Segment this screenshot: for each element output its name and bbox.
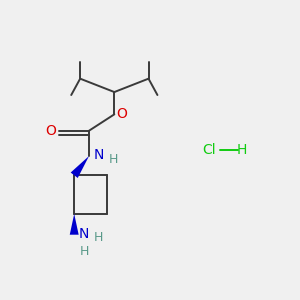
- Text: H: H: [79, 244, 89, 258]
- Text: N: N: [94, 148, 104, 162]
- Polygon shape: [70, 214, 79, 235]
- Polygon shape: [71, 156, 89, 178]
- Text: H: H: [237, 143, 247, 157]
- Text: O: O: [116, 107, 127, 121]
- Text: N: N: [79, 227, 89, 241]
- Text: O: O: [46, 124, 56, 138]
- Text: Cl: Cl: [202, 143, 216, 157]
- Text: H: H: [109, 153, 118, 166]
- Text: H: H: [94, 231, 103, 244]
